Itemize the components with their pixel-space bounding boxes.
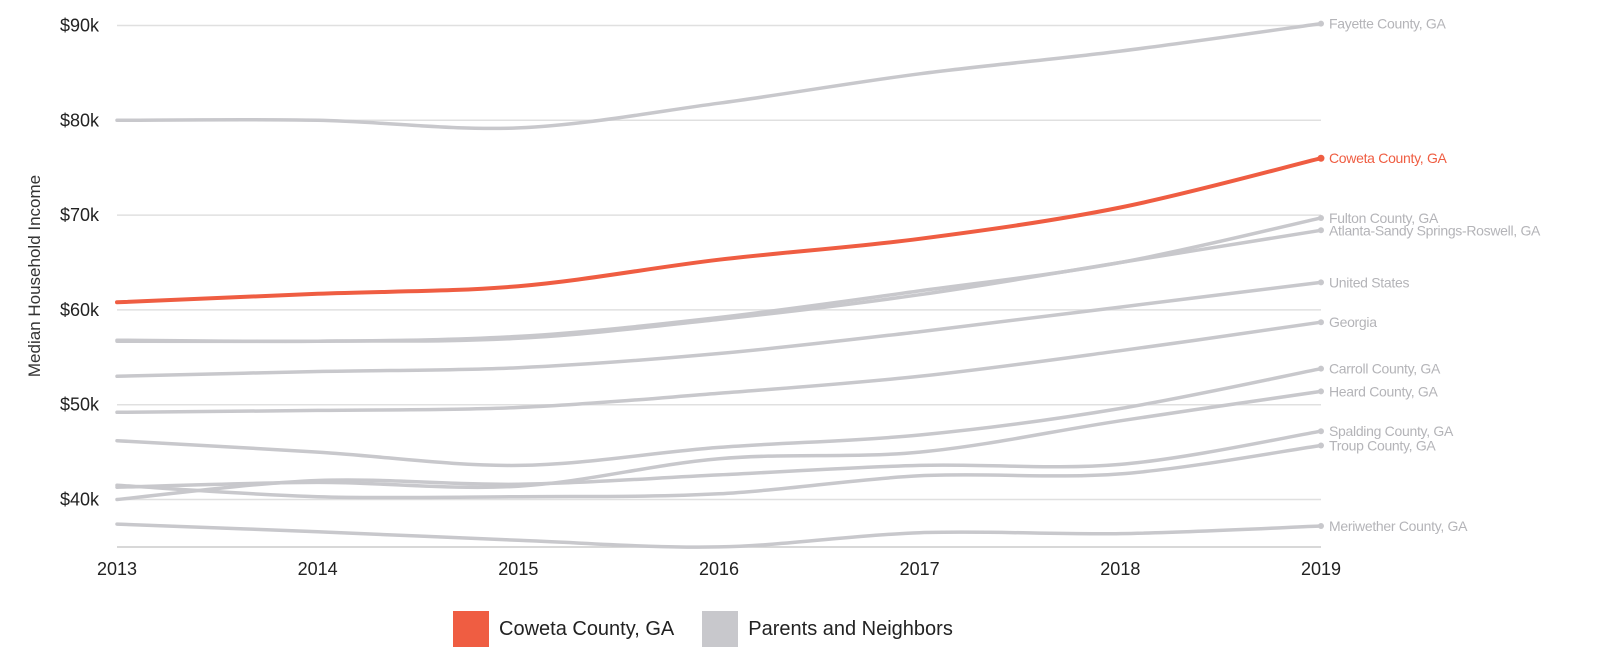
series-end-point-carroll-county-ga: [1318, 365, 1324, 372]
series-end-point-atlanta-sandy-springs-roswell-ga: [1318, 227, 1324, 234]
y-axis-ticks: $40k $50k $60k $70k $80k $90k: [60, 16, 100, 510]
series-label-georgia: Georgia: [1329, 314, 1377, 330]
x-tick-label: 2013: [97, 559, 137, 579]
series-end-point-united-states: [1318, 279, 1324, 286]
series-line-meriwether-county-ga: [115, 522, 1323, 549]
series-label-atlanta-sandy-springs-roswell-ga: Atlanta-Sandy Springs-Roswell, GA: [1329, 222, 1541, 238]
series-end-point-troup-county-ga: [1318, 442, 1324, 449]
series-label-fayette-county-ga: Fayette County, GA: [1329, 16, 1446, 32]
series-label-spalding-county-ga: Spalding County, GA: [1329, 423, 1454, 439]
legend-swatch-neighbors: [702, 611, 739, 647]
legend-label-neighbors: Parents and Neighbors: [748, 617, 953, 640]
series-end-point-fayette-county-ga: [1318, 20, 1324, 27]
y-tick-label: $60k: [60, 300, 100, 320]
series-line-carroll-county-ga: [115, 366, 1323, 468]
series-end-point-spalding-county-ga: [1318, 428, 1324, 435]
x-tick-label: 2015: [498, 559, 538, 579]
series-label-fulton-county-ga: Fulton County, GA: [1329, 210, 1439, 226]
series-line-fulton-county-ga: [115, 216, 1323, 344]
y-tick-label: $50k: [60, 395, 100, 415]
series-line-united-states: [115, 280, 1323, 379]
y-tick-label: $90k: [60, 16, 100, 36]
series-label-carroll-county-ga: Carroll County, GA: [1329, 361, 1441, 377]
series-label-heard-county-ga: Heard County, GA: [1329, 383, 1439, 399]
y-axis-title: Median Household Income: [25, 175, 44, 377]
series-line-coweta-county-ga: [115, 156, 1323, 305]
legend: Coweta County, GA Parents and Neighbors: [453, 611, 981, 647]
series-line-heard-county-ga: [115, 389, 1323, 490]
series-label-coweta-county-ga: Coweta County, GA: [1329, 150, 1448, 166]
x-tick-label: 2014: [298, 559, 338, 579]
series-end-labels: Fayette County, GA Fulton County, GAAtlan…: [1329, 16, 1541, 534]
legend-swatch-highlight: [453, 611, 489, 647]
legend-label-coweta: Coweta County, GA: [499, 617, 675, 640]
series-label-meriwether-county-ga: Meriwether County, GA: [1329, 518, 1468, 534]
y-tick-label: $80k: [60, 110, 100, 130]
series-end-point-coweta-county-ga: [1317, 154, 1325, 162]
series-line-georgia: [115, 320, 1323, 415]
series-lines: [115, 20, 1325, 549]
series-end-point-georgia: [1318, 319, 1324, 326]
legend-item-neighbors: Parents and Neighbors: [702, 611, 953, 647]
y-tick-label: $70k: [60, 205, 100, 225]
x-axis-ticks: 2013 2014 2015 2016 2017 2018 2019: [97, 559, 1341, 579]
series-line-spalding-county-ga: [115, 429, 1323, 502]
legend-item-coweta: Coweta County, GA: [453, 611, 674, 647]
x-tick-label: 2017: [900, 559, 940, 579]
series-end-point-fulton-county-ga: [1318, 214, 1324, 221]
y-tick-label: $40k: [60, 490, 100, 510]
series-end-point-meriwether-county-ga: [1318, 523, 1324, 530]
series-line-troup-county-ga: [115, 443, 1323, 500]
x-tick-label: 2019: [1301, 559, 1341, 579]
series-line-atlanta-sandy-springs-roswell-ga: [115, 228, 1323, 344]
x-tick-label: 2016: [699, 559, 739, 579]
series-label-united-states: United States: [1329, 274, 1409, 290]
x-tick-label: 2018: [1100, 559, 1140, 579]
series-line-fayette-county-ga: [115, 21, 1323, 131]
series-end-point-heard-county-ga: [1318, 388, 1324, 395]
series-label-troup-county-ga: Troup County, GA: [1329, 437, 1436, 453]
